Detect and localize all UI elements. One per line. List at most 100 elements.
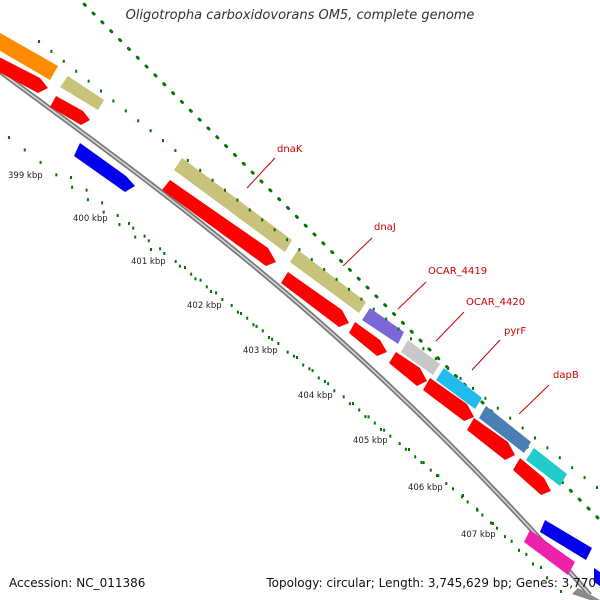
gene-label-ocar4419: OCAR_4419 [428,266,487,277]
genome-backbone-highlight [0,70,591,596]
scale-tick [261,329,264,333]
scale-tick [389,434,392,438]
scale-tick [174,149,177,153]
scale-tick [38,40,40,43]
scale-tick [323,267,326,271]
scale-tick [85,188,88,192]
scale-tick [571,466,574,470]
scale-label-399: 399 kbp [8,171,43,181]
scale-tick [71,185,74,189]
scale-tick [383,428,386,432]
gene-feature-orange [0,32,58,80]
scale-tick [149,129,152,133]
scale-tick [324,380,326,383]
cds-red-last [513,458,551,495]
cds-red-4420 [389,352,427,386]
scale-tick [236,198,239,202]
scale-tick [476,507,478,511]
scale-tick [292,354,295,358]
scale-tick [310,258,313,262]
scale-tick [466,500,469,504]
gene-feature-pyrF [436,368,482,409]
scale-tick [255,324,258,328]
scale-tick [436,474,438,477]
scale-label-407: 407 kbp [461,530,496,540]
scale-tick [484,396,487,400]
scale-label-401: 401 kbp [131,257,166,267]
scale-tick [462,494,464,497]
scale-tick [240,312,242,315]
gene-label-dnaK: dnaK [277,144,303,155]
scale-tick [360,297,363,301]
scale-tick [317,376,320,380]
scale-tick [380,428,382,431]
scale-tick [174,260,177,263]
cds-red-4419 [349,322,387,356]
scale-tick [472,386,474,390]
scale-tick [252,323,255,327]
scale-tick [194,277,197,281]
cds-red-2 [50,96,90,125]
scale-tick [273,228,276,232]
scale-tick [8,136,10,139]
scale-tick [518,548,520,552]
scale-tick [521,426,524,430]
scale-tick [87,79,90,83]
gene-feature-teal [526,448,567,486]
scale-tick [296,356,298,359]
cds-red-1 [0,57,48,93]
scale-tick [434,357,437,361]
scale-tick [215,291,218,295]
gene-label-ocar4420: OCAR_4420 [466,297,525,308]
scale-tick [62,59,65,63]
scale-tick [496,526,498,530]
scale-label-403: 403 kbp [243,346,278,356]
scale-tick [159,247,162,251]
genome-title: Oligotropha carboxidovorans OM5, complet… [125,8,475,23]
scale-tick [358,408,361,412]
scale-tick [558,456,561,460]
gene-label-dnaJ: dnaJ [374,222,396,233]
scale-tick [492,522,494,525]
scale-tick [286,238,288,242]
scale-tick [490,521,492,525]
leader-ocar4419 [397,281,427,310]
scale-tick [178,264,181,268]
gene-feature-ocar4419 [362,308,404,344]
scale-tick [116,214,119,217]
scale-tick [101,201,104,205]
cds-red-pyrF [423,378,474,421]
scale-tick [540,566,542,569]
scale-tick [352,402,354,405]
scale-tick [342,395,345,399]
scale-tick [560,590,562,593]
scale-tick [118,223,121,227]
gene-feature-dnaJ-khaki [290,250,366,313]
scale-tick [184,266,186,269]
scale-tick [271,337,274,341]
scale-tick [410,337,412,341]
leader-dapB [518,384,550,415]
scale-tick [509,416,512,420]
scale-tick [510,539,513,543]
scale-tick [348,402,351,406]
scale-tick [333,389,336,393]
scale-tick [39,160,42,164]
scale-tick [348,287,350,291]
scale-tick [162,139,164,143]
scale-tick [408,448,410,451]
scale-tick [504,535,506,539]
gene-feature-khaki-1 [60,76,104,110]
scale-tick [286,350,289,354]
scale-tick [211,178,214,182]
scale-tick [134,235,137,239]
leader-ocar4420 [435,311,465,342]
scale-tick [327,382,330,386]
scale-tick [224,188,226,192]
gene-feature-dnaK-khaki [174,158,292,252]
scale-tick [137,119,140,123]
scale-label-400: 400 kbp [73,214,108,224]
scale-tick [70,176,72,179]
scale-tick [437,474,440,478]
cds-red-dnaJ [281,272,349,327]
